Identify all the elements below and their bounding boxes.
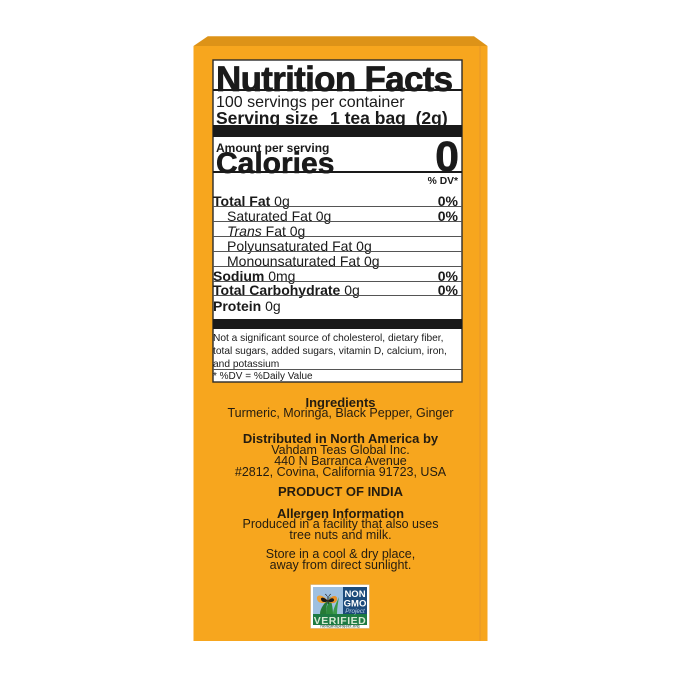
svg-text:Project: Project: [345, 608, 365, 615]
svg-text:nongmoproject.org: nongmoproject.org: [320, 623, 360, 628]
